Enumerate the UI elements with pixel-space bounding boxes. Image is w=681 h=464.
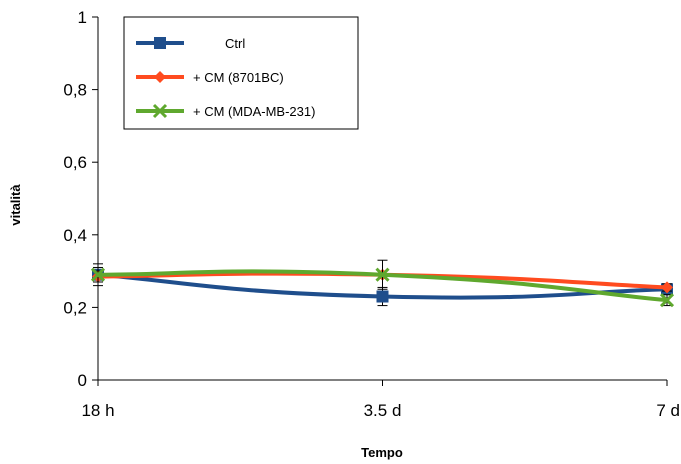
x-ticks: 18 h 3.5 d 7 d bbox=[81, 380, 680, 420]
y-tick-label: 0,4 bbox=[63, 226, 87, 245]
legend-box bbox=[123, 16, 359, 130]
legend-entry-label: + CM (MDA-MB-231) bbox=[193, 104, 315, 119]
legend-swatch-marker bbox=[154, 37, 166, 49]
y-tick-label: 0,6 bbox=[63, 153, 87, 172]
y-tick-label: 0 bbox=[78, 371, 87, 390]
data-point bbox=[659, 293, 675, 308]
legend-swatch-marker bbox=[152, 103, 168, 119]
x-axis-title: Tempo bbox=[361, 445, 403, 460]
legend-entry-label: Ctrl bbox=[225, 36, 245, 51]
data-point bbox=[375, 267, 390, 282]
data-point bbox=[376, 290, 389, 303]
y-tick-label: 1 bbox=[78, 8, 87, 27]
series-3 bbox=[90, 259, 675, 308]
y-ticks: 0 0,2 0,4 0,6 0,8 1 bbox=[63, 8, 98, 390]
legend: Ctrl + CM (8701BC) + CM (MDA-MB-231) bbox=[123, 16, 359, 130]
series-layer bbox=[90, 259, 675, 308]
x-tick-label: 18 h bbox=[81, 401, 114, 420]
y-tick-label: 0,2 bbox=[63, 298, 87, 317]
x-tick-label: 7 d bbox=[656, 401, 680, 420]
y-tick-label: 0,8 bbox=[63, 81, 87, 100]
data-point bbox=[661, 281, 673, 294]
x-tick-label: 3.5 d bbox=[364, 401, 402, 420]
legend-swatch-marker bbox=[154, 71, 166, 83]
y-axis-title: vitalità bbox=[8, 184, 23, 226]
data-point bbox=[90, 267, 106, 282]
legend-entry-label: + CM (8701BC) bbox=[193, 70, 284, 85]
